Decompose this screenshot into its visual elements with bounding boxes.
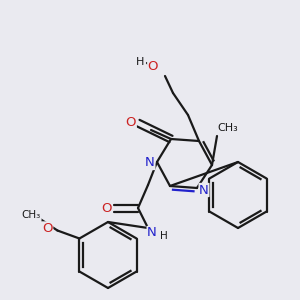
- Text: H: H: [160, 231, 168, 241]
- Text: CH₃: CH₃: [22, 211, 41, 220]
- Text: N: N: [199, 184, 209, 196]
- Text: O: O: [102, 202, 112, 214]
- Text: N: N: [147, 226, 157, 239]
- Text: O: O: [126, 116, 136, 128]
- Text: O: O: [148, 61, 158, 74]
- Text: N: N: [145, 157, 155, 169]
- Text: CH₃: CH₃: [218, 123, 239, 133]
- Text: O: O: [42, 222, 53, 235]
- Text: H: H: [136, 57, 144, 67]
